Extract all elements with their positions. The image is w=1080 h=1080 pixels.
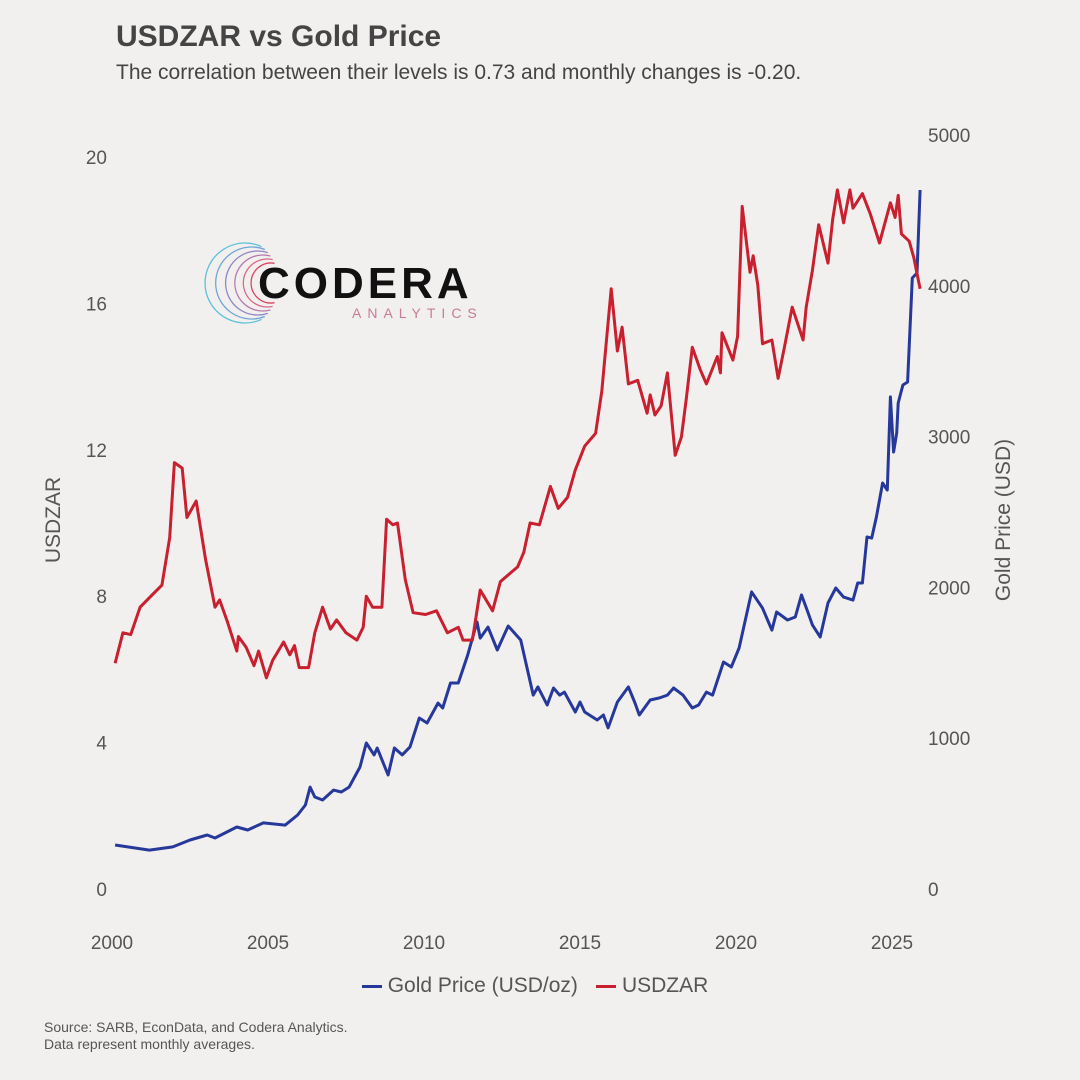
y-right-tick-label: 5000 <box>928 126 970 147</box>
x-tick-label: 2005 <box>247 933 289 954</box>
x-tick-label: 2020 <box>715 933 757 954</box>
usdzar-series-line <box>113 188 922 680</box>
y-right-tick-label: 1000 <box>928 729 970 750</box>
x-tick-label: 2025 <box>871 933 913 954</box>
logo-arc <box>234 254 271 312</box>
y-left-tick-label: 20 <box>86 148 107 169</box>
gold-price-series-line <box>114 189 922 852</box>
logo-arc <box>242 258 273 308</box>
legend: Gold Price (USD/oz) USDZAR <box>0 974 1080 998</box>
codera-logo: CODERA ANALYTICS <box>204 242 483 324</box>
legend-label-gold: Gold Price (USD/oz) <box>387 974 578 997</box>
y-left-tick-label: 4 <box>96 734 107 755</box>
y-left-tick-label: 8 <box>96 587 107 608</box>
y-right-tick-label: 4000 <box>928 277 970 298</box>
x-tick-label: 2000 <box>91 933 133 954</box>
source-line: Source: SARB, EconData, and Codera Analy… <box>44 1019 348 1035</box>
legend-item-gold: Gold Price (USD/oz) <box>361 974 578 998</box>
y-left-tick-label: 16 <box>86 294 107 315</box>
y-axis-left-title: USDZAR <box>42 477 65 563</box>
legend-swatch-usdzar <box>595 984 616 988</box>
logo-arc <box>204 242 262 324</box>
legend-swatch-gold <box>361 984 382 988</box>
logo-circuit-icon <box>204 242 275 324</box>
legend-item-usdzar: USDZAR <box>595 974 709 998</box>
y-right-tick-label: 3000 <box>928 428 970 449</box>
chart-subtitle: The correlation between their levels is … <box>116 61 802 84</box>
source-line-note: Data represent monthly averages. <box>44 1036 255 1052</box>
logo-arc <box>215 246 266 320</box>
y-left-tick-label: 12 <box>86 441 107 462</box>
x-tick-label: 2010 <box>403 933 445 954</box>
x-tick-label: 2015 <box>559 933 601 954</box>
y-axis-right-title: Gold Price (USD) <box>992 439 1015 601</box>
logo-arc <box>250 262 275 304</box>
logo-tagline: ANALYTICS <box>352 305 483 321</box>
y-right-tick-label: 2000 <box>928 578 970 599</box>
chart-title: USDZAR vs Gold Price <box>116 20 442 53</box>
y-left-tick-label: 0 <box>96 880 107 901</box>
logo-name: CODERA <box>258 259 473 308</box>
logo-arc <box>224 250 269 316</box>
source-note: Source: SARB, EconData, and Codera Analy… <box>44 1019 348 1053</box>
y-right-tick-label: 0 <box>928 880 939 901</box>
legend-label-usdzar: USDZAR <box>621 974 709 997</box>
